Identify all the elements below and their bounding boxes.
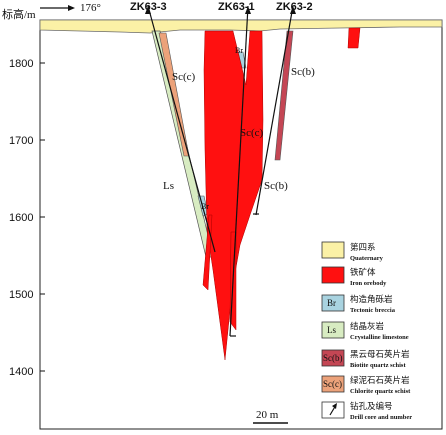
label-sc-b-top: Sc(b) (291, 66, 315, 78)
legend-en-chlorite-schist: Chlorite quartz schist (350, 388, 411, 395)
label-br-mid: Br (201, 202, 209, 211)
legend-swatch-chlorite-schist (321, 375, 345, 393)
label-ls: Ls (163, 180, 174, 192)
label-sc-c-left: Sc(c) (172, 71, 196, 83)
legend-swatch-breccia (321, 294, 345, 312)
scale-bar-label: 20 m (256, 409, 279, 421)
legend-symbol-breccia: Br (327, 298, 336, 308)
legend-swatch-biotite-schist (321, 349, 345, 367)
legend-cn-drill: 钻孔及编号 (350, 401, 393, 412)
drill-hole-zk63-3 (147, 5, 216, 253)
legend-cn-ore: 铁矿体 (350, 267, 376, 278)
orebody-small-right (347, 27, 361, 49)
label-sc-b-bottom: Sc(b) (264, 180, 288, 192)
legend-swatch-limestone (321, 321, 345, 339)
legend-swatch-ore (321, 266, 345, 284)
label-br-top: Br (235, 46, 243, 55)
drill-hole-zk63-1 (229, 5, 249, 337)
biotite-schist-right (274, 30, 294, 161)
legend: 第四系 Quaternary 铁矿体 Iron orebody Br 构造角砾岩… (321, 241, 412, 421)
label-sc-c-right: Sc(c) (240, 127, 264, 139)
drill-label-zk63-1: ZK63-1 (218, 1, 255, 13)
drill-arrow-zk63-2 (290, 6, 296, 14)
legend-cn-breccia: 构造角砾岩 (350, 294, 393, 305)
y-tick-label: 1500 (9, 289, 33, 301)
legend-swatch-quaternary (321, 241, 345, 259)
legend-en-biotite-schist: Biotite quartz schist (350, 362, 406, 369)
legend-en-ore: Iron orebody (350, 280, 387, 287)
legend-drill-arrowhead (332, 403, 337, 409)
azimuth-arrowhead (68, 5, 75, 11)
drill-arrow-zk63-1 (245, 6, 251, 14)
legend-symbol-chlorite-schist: Sc(c) (323, 379, 342, 389)
axis-title: 标高/m (2, 7, 36, 21)
quaternary-layer (39, 19, 443, 34)
y-tick-label: 1600 (9, 212, 33, 224)
legend-cn-limestone: 结晶灰岩 (350, 321, 385, 332)
y-tick-label: 1800 (9, 58, 33, 70)
legend-en-quaternary: Quaternary (350, 255, 384, 262)
legend-symbol-limestone: Ls (327, 325, 336, 335)
azimuth-label: 176° (80, 2, 101, 14)
legend-en-limestone: Crystalline limestone (350, 334, 409, 341)
drill-hole-zk63-2 (255, 5, 294, 216)
drill-label-zk63-2: ZK63-2 (276, 1, 313, 13)
legend-cn-biotite-schist: 黑云母石英片岩 (350, 349, 410, 360)
legend-symbol-biotite-schist: Sc(b) (323, 353, 343, 363)
main-orebody (203, 30, 264, 361)
y-axis: 1800 1700 1600 1500 1400 (9, 58, 45, 378)
y-tick-label: 1700 (9, 135, 33, 147)
scale-bar: 20 m (253, 409, 288, 424)
legend-cn-chlorite-schist: 绿泥石石英片岩 (350, 375, 410, 386)
y-tick-label: 1400 (9, 366, 33, 378)
legend-cn-quaternary: 第四系 (350, 242, 376, 253)
chlorite-schist-left (158, 32, 190, 157)
legend-en-breccia: Tectonic breccia (350, 307, 396, 314)
drill-arrow-zk63-3 (145, 6, 151, 14)
legend-en-drill: Drill core and number (350, 414, 412, 421)
